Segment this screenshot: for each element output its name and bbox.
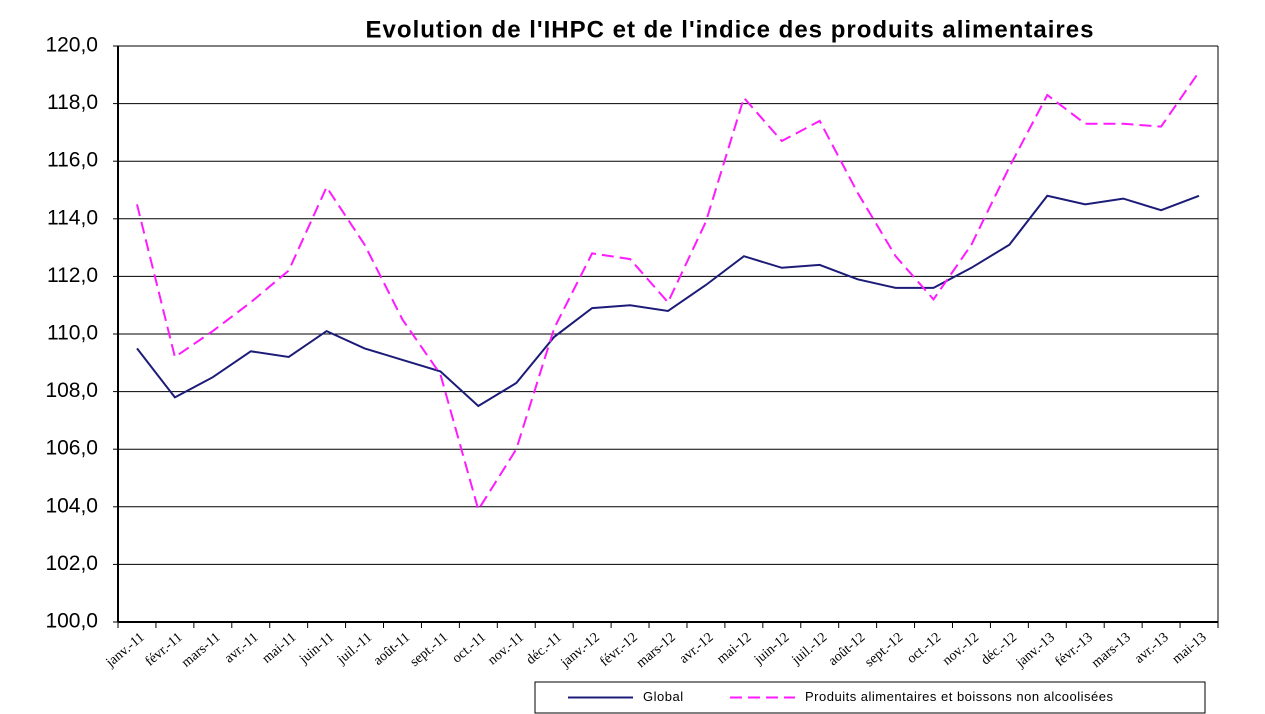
x-tick-label: mai-13 xyxy=(1170,630,1210,667)
x-tick-label: nov.-11 xyxy=(485,630,527,668)
series-line xyxy=(136,71,1200,513)
y-tick-label: 102,0 xyxy=(45,552,98,575)
x-tick-label: avr.-11 xyxy=(222,630,261,666)
series-line xyxy=(136,194,1200,408)
x-tick-label: mai-12 xyxy=(714,630,754,667)
y-tick-label: 106,0 xyxy=(45,437,98,460)
legend-label: Produits alimentaires et boissons non al… xyxy=(805,689,1114,704)
x-tick-label: avr.-12 xyxy=(677,630,717,667)
legend-box xyxy=(534,681,1206,714)
y-tick-label: 114,0 xyxy=(47,206,98,229)
x-tick-label: févr.-13 xyxy=(1053,630,1096,670)
x-tick-label: juil.-11 xyxy=(334,630,375,668)
x-tick-label: sept.-11 xyxy=(408,630,452,670)
x-tick-label: mai-11 xyxy=(260,630,300,667)
y-tick-label: 100,0 xyxy=(45,610,98,633)
x-tick-label: juil.-12 xyxy=(789,630,831,668)
x-tick-label: nov.-12 xyxy=(940,630,982,669)
y-tick-label: 116,0 xyxy=(47,149,98,172)
x-tick-label: mars-11 xyxy=(179,630,223,671)
x-tick-label: févr.-11 xyxy=(143,630,186,669)
x-tick-label: mars-13 xyxy=(1089,630,1134,671)
y-tick-label: 118,0 xyxy=(47,91,98,114)
x-tick-label: oct.-12 xyxy=(904,630,944,667)
x-tick-label: août-11 xyxy=(371,630,413,669)
x-tick-label: févr.-12 xyxy=(597,630,640,670)
x-tick-label: janv.-13 xyxy=(1013,630,1058,671)
x-tick-label: janv.-11 xyxy=(103,630,148,671)
legend-label: Global xyxy=(643,689,684,704)
chart-title: Evolution de l'IHPC et de l'indice des p… xyxy=(366,16,1095,43)
x-tick-label: déc.-12 xyxy=(979,630,1021,668)
y-tick-label: 110,0 xyxy=(47,322,98,345)
x-tick-label: août-12 xyxy=(826,630,868,669)
x-tick-label: avr.-13 xyxy=(1132,630,1172,667)
y-tick-label: 112,0 xyxy=(47,264,98,287)
x-tick-label: mars-12 xyxy=(634,630,679,671)
y-tick-label: 108,0 xyxy=(45,379,98,402)
y-tick-label: 104,0 xyxy=(45,494,98,517)
y-tick-label: 120,0 xyxy=(45,34,98,57)
x-tick-label: juin-11 xyxy=(296,630,337,668)
x-tick-label: sept.-12 xyxy=(862,630,906,670)
x-tick-label: oct.-11 xyxy=(450,630,489,666)
x-tick-label: janv.-12 xyxy=(558,630,603,671)
x-tick-label: juin-12 xyxy=(751,630,792,668)
x-tick-label: déc.-11 xyxy=(524,630,565,668)
